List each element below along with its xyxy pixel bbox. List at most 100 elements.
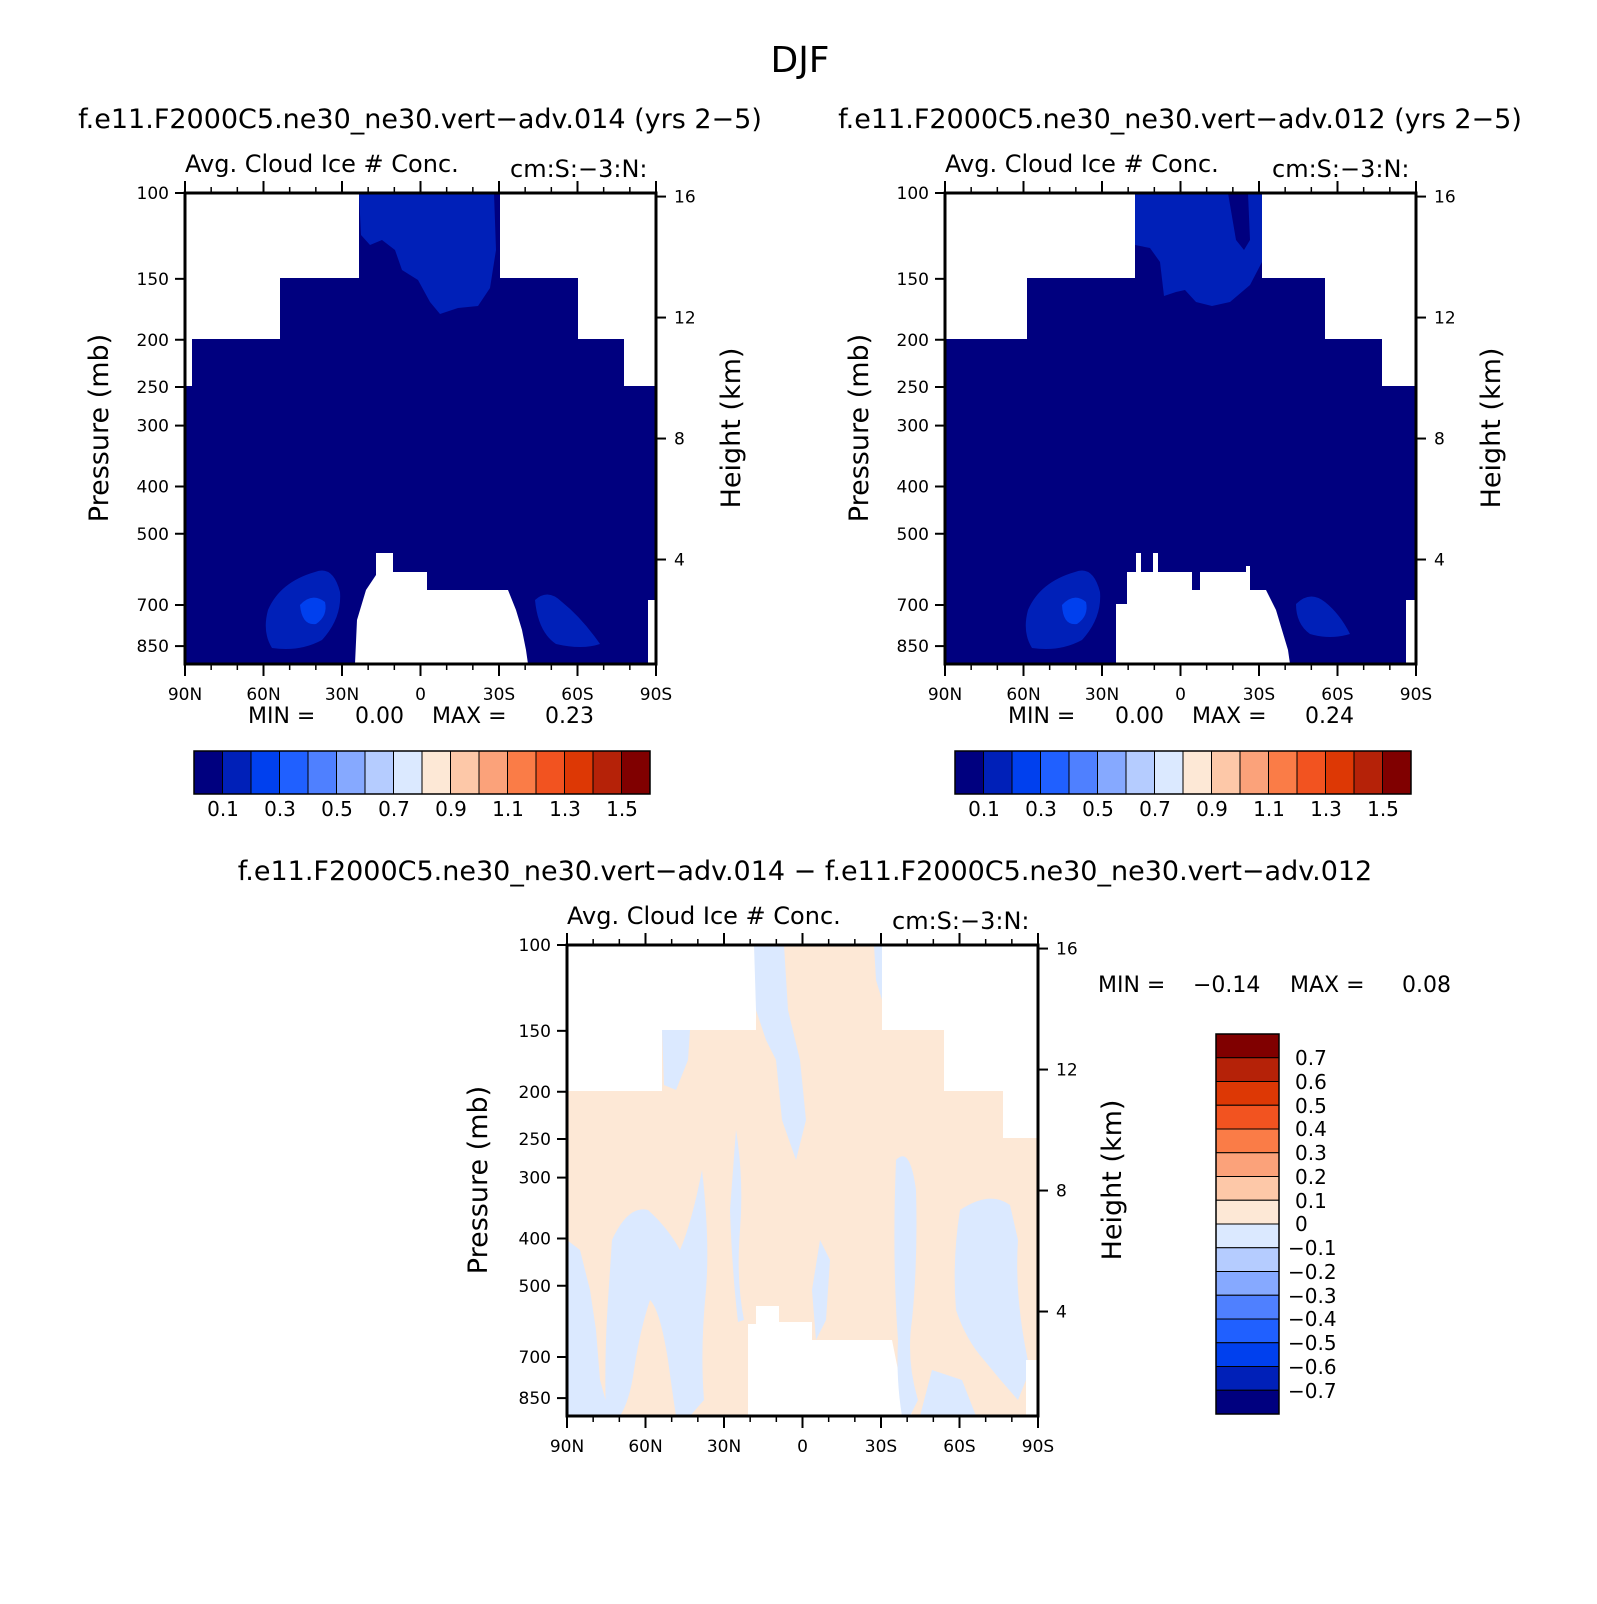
height-tick-label: 8 (674, 430, 685, 450)
panel-a-colorbar-labels: 0.1 0.3 0.5 0.7 0.9 1.1 1.3 1.5 (207, 797, 638, 821)
colorbar-box (1215, 1033, 1280, 1059)
field-region-negative (662, 1030, 690, 1090)
panel-a: f.e11.F2000C5.ne30_ne30.vert−adv.014 (yr… (78, 104, 762, 821)
colorbar-box (1215, 1389, 1280, 1415)
colorbar-label: 0.7 (1295, 1046, 1327, 1070)
colorbar-label: 0 (1295, 1212, 1308, 1236)
panel-a-units: cm:S:−3:N: (510, 155, 647, 183)
pressure-tick-label: 500 (897, 525, 929, 545)
field-region-light-sh (300, 597, 326, 625)
field-region-negative (605, 1170, 708, 1416)
field-region-negative (567, 1240, 610, 1416)
panel-b-min-label: MIN = (1008, 704, 1075, 729)
panel-b-ticks: 100 150 200 250 300 400 500 700 850 16 12 8 4 90N 60N 3… (897, 181, 1456, 705)
lat-tick-label: 0 (797, 1437, 808, 1457)
missing-region-top-left (567, 945, 756, 1091)
colorbar-box (1382, 750, 1412, 795)
lat-tick-label: 30S (483, 685, 515, 705)
panel-a-field (185, 193, 656, 664)
colorbar-box (1215, 1081, 1280, 1106)
lat-tick-label: 90N (928, 685, 962, 705)
panel-c-ylabel-right: Height (km) (1097, 1100, 1128, 1261)
lat-tick-label: 30N (1085, 685, 1119, 705)
colorbar-box (1097, 750, 1127, 795)
colorbar-box (983, 750, 1013, 795)
colorbar-box (1215, 1366, 1280, 1391)
colorbar-box (450, 750, 480, 795)
colorbar-frame (1215, 1033, 1280, 1415)
colorbar-label: 1.5 (1367, 797, 1399, 821)
panel-b-ylabel: Pressure (mb) (844, 334, 875, 522)
lat-tick-label: 30N (707, 1437, 741, 1457)
pressure-tick-label: 250 (519, 1130, 551, 1150)
panel-b-colorbar-labels: 0.1 0.3 0.5 0.7 0.9 1.1 1.3 1.5 (968, 797, 1399, 821)
colorbar-label: −0.4 (1288, 1307, 1337, 1331)
colorbar-label: 0.2 (1295, 1165, 1327, 1189)
colorbar-label: 1.3 (549, 797, 581, 821)
lat-tick-label: 60S (561, 685, 593, 705)
colorbar-label: 1.1 (492, 797, 524, 821)
panel-a-max-label: MAX = (432, 704, 507, 729)
pressure-tick-label: 850 (897, 637, 929, 657)
colorbar-box (564, 750, 594, 795)
colorbar-box (393, 750, 423, 795)
colorbar-box (535, 750, 565, 795)
colorbar-box (954, 750, 984, 795)
colorbar-label: −0.6 (1288, 1355, 1337, 1379)
pressure-tick-label: 300 (519, 1169, 551, 1189)
colorbar-box (1211, 750, 1241, 795)
lat-tick-label: 30S (1243, 685, 1275, 705)
pressure-tick-label: 700 (519, 1348, 551, 1368)
field-region-negative (874, 945, 882, 1000)
pressure-tick-label: 400 (519, 1230, 551, 1250)
pressure-tick-label: 200 (519, 1083, 551, 1103)
field-region-negative (754, 945, 806, 1160)
colorbar-box (279, 750, 309, 795)
colorbar-box (1182, 750, 1212, 795)
colorbar-label: −0.7 (1288, 1379, 1337, 1403)
panel-c-field (567, 945, 1038, 1416)
lat-tick-label: 0 (1175, 685, 1186, 705)
lat-tick-label: 60N (1006, 685, 1040, 705)
colorbar-box (478, 750, 508, 795)
figure-title: DJF (770, 40, 829, 81)
colorbar-label: 0.9 (435, 797, 467, 821)
panel-c-max-value: 0.08 (1402, 973, 1451, 998)
missing-region-top-right (500, 193, 656, 386)
height-tick-label: 16 (674, 188, 696, 208)
colorbar-label: 0.4 (1295, 1117, 1327, 1141)
height-tick-label: 16 (1434, 188, 1456, 208)
colorbar-box (1215, 1294, 1280, 1320)
height-tick-label: 4 (674, 551, 685, 571)
lat-tick-label: 60N (246, 685, 280, 705)
colorbar-label: 1.3 (1310, 797, 1342, 821)
panel-c-min-value: −0.14 (1193, 973, 1260, 998)
colorbar-box (1068, 750, 1098, 795)
lat-tick-label: 90S (1400, 685, 1432, 705)
colorbar-label: 1.5 (606, 797, 638, 821)
panel-a-max-value: 0.23 (545, 704, 594, 729)
lat-tick-label: 60S (1321, 685, 1353, 705)
colorbar-box (1215, 1342, 1280, 1367)
colorbar-box (222, 750, 252, 795)
colorbar-label: 0.3 (1025, 797, 1057, 821)
pressure-tick-label: 700 (897, 596, 929, 616)
panel-b-colorbar (954, 750, 1412, 795)
pressure-tick-label: 200 (897, 331, 929, 351)
panel-b-max-label: MAX = (1192, 704, 1267, 729)
missing-region-top-right (882, 945, 1038, 1138)
missing-region-surface (1116, 553, 1290, 664)
colorbar-label: −0.1 (1288, 1236, 1337, 1260)
colorbar-label: 0.5 (1295, 1094, 1327, 1118)
colorbar-box (1353, 750, 1383, 795)
colorbar-box (364, 750, 394, 795)
colorbar-box (1215, 1223, 1280, 1249)
pressure-tick-label: 300 (897, 417, 929, 437)
lat-tick-label: 90S (640, 685, 672, 705)
missing-column-pole-edge (1406, 600, 1416, 664)
pressure-tick-label: 850 (519, 1389, 551, 1409)
lat-tick-label: 0 (415, 685, 426, 705)
colorbar-box (1215, 1128, 1280, 1154)
field-region-negative (730, 1130, 744, 1322)
